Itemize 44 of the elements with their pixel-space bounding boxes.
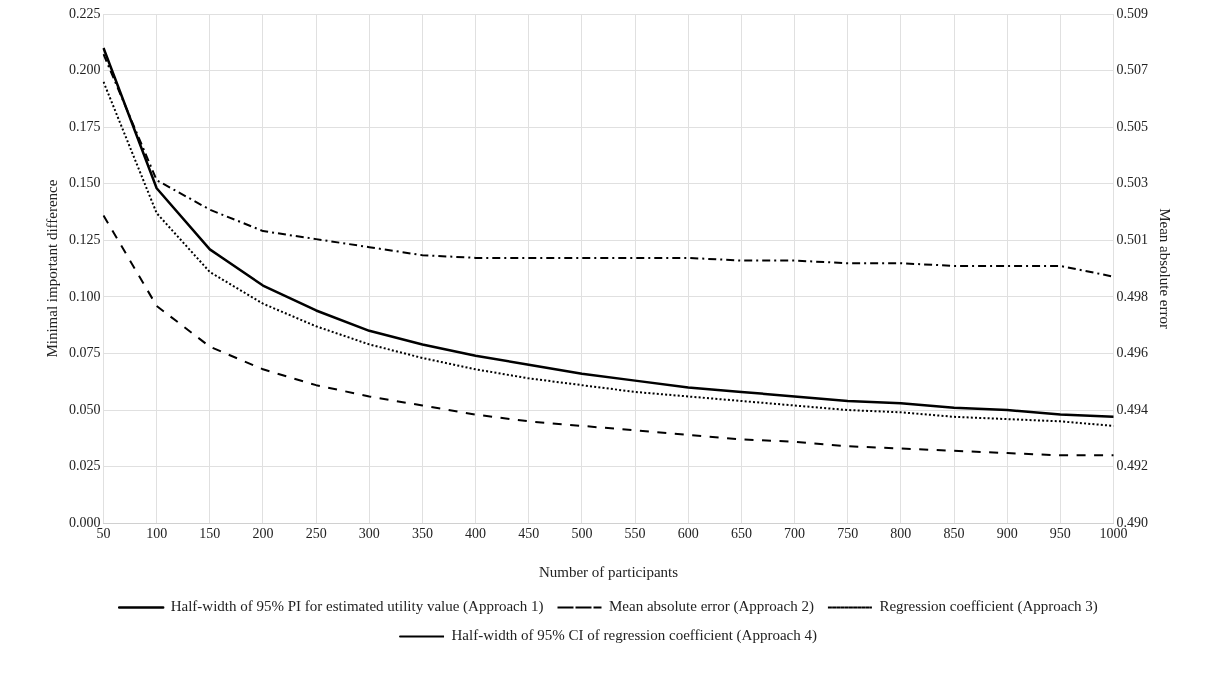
x-tick-label: 700: [784, 526, 806, 542]
y-tick-label: 0.125: [69, 231, 101, 247]
x-tick-label: 100: [146, 526, 168, 542]
y2-tick-label: 0.505: [1116, 118, 1148, 134]
y-tick-label: 0.150: [69, 175, 101, 191]
x-tick-label: 850: [943, 526, 965, 542]
y-axis-title: Minimal important difference: [43, 179, 60, 358]
x-tick-label: 200: [252, 526, 274, 542]
y2-tick-label: 0.509: [1116, 5, 1148, 21]
x-tick-label: 550: [624, 526, 646, 542]
x-tick-label: 250: [305, 526, 327, 542]
x-tick-label: 350: [411, 526, 433, 542]
y2-tick-label: 0.492: [1116, 458, 1148, 474]
y-tick-label: 0.025: [69, 458, 101, 474]
x-tick-label: 400: [465, 526, 487, 542]
y2-tick-label: 0.494: [1116, 401, 1148, 417]
y-tick-label: 0.200: [69, 62, 101, 78]
x-tick-label: 750: [837, 526, 859, 542]
x-tick-label: 600: [677, 526, 699, 542]
x-tick-label: 300: [358, 526, 380, 542]
y2-axis-title: Mean absolute error: [1157, 208, 1174, 329]
y2-tick-label: 0.503: [1116, 175, 1148, 191]
y-tick-label: 0.175: [69, 118, 101, 134]
x-tick-label: 150: [199, 526, 221, 542]
y-tick-label: 0.225: [69, 5, 101, 21]
y2-tick-label: 0.496: [1116, 345, 1148, 361]
legend-label: Regression coefficient (Approach 3): [879, 598, 1098, 616]
legend-label: Half-width of 95% PI for estimated utility value (Approach 1): [170, 598, 544, 616]
line-series: [102, 214, 1115, 457]
y-tick-label: 0.100: [69, 288, 101, 304]
x-tick-label: 650: [730, 526, 752, 542]
legend-label: Half-width of 95% CI of regression coefficient (Approach 4): [451, 627, 817, 645]
y-tick-label: 0.050: [69, 401, 101, 417]
x-tick-label: 950: [1049, 526, 1071, 542]
x-tick-label: 450: [518, 526, 540, 542]
y2-tick-label: 0.501: [1116, 231, 1148, 247]
x-tick-label: 900: [996, 526, 1018, 542]
x-tick-label: 500: [571, 526, 593, 542]
x-axis-title: Number of participants: [538, 563, 679, 580]
y2-tick-label: 0.498: [1116, 288, 1148, 304]
x-tick-label: 800: [890, 526, 912, 542]
y-tick-label: 0.075: [69, 345, 101, 361]
legend-label: Mean absolute error (Approach 2): [609, 598, 814, 616]
y2-tick-label: 0.507: [1116, 62, 1148, 78]
